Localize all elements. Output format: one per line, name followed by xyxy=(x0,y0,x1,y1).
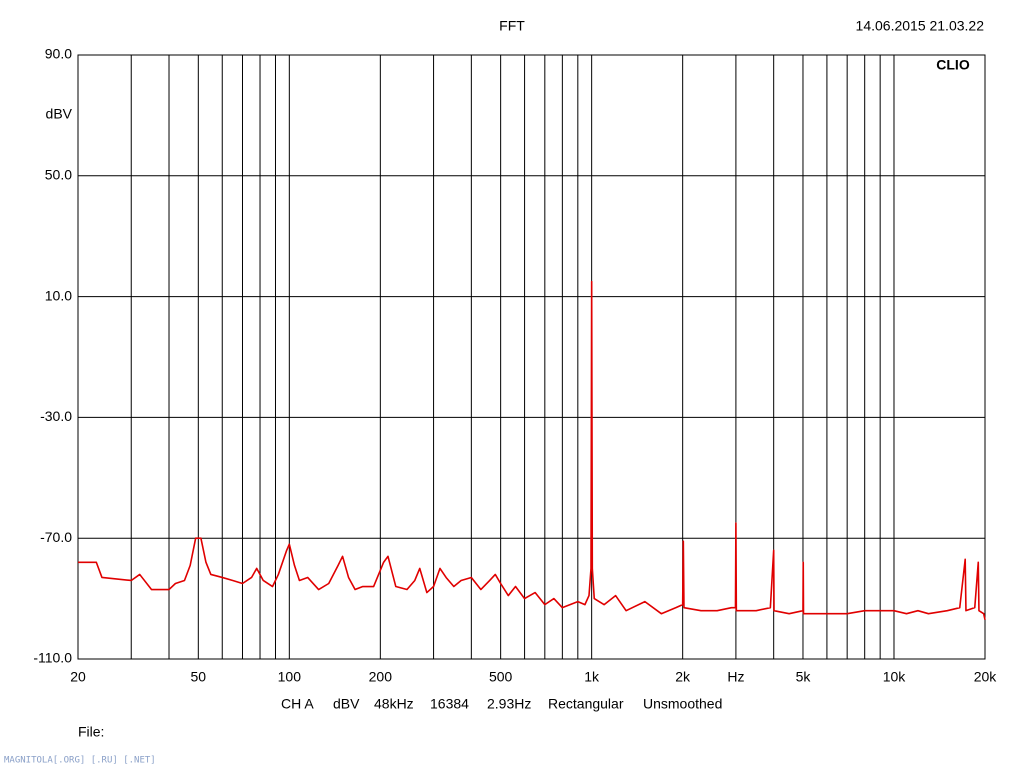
measurement-setting: Rectangular xyxy=(548,696,624,712)
x-tick-label: 10k xyxy=(883,669,907,685)
y-axis-label: dBV xyxy=(46,106,73,122)
measurement-setting: CH A xyxy=(281,696,314,712)
measurement-setting: dBV xyxy=(333,696,360,712)
measurement-setting: 48kHz xyxy=(374,696,414,712)
x-tick-label: 50 xyxy=(191,669,207,685)
y-tick-label: -110.0 xyxy=(33,650,72,666)
x-tick-label: 5k xyxy=(796,669,812,685)
spectrum-line xyxy=(78,280,986,620)
measurement-setting: 16384 xyxy=(430,696,469,712)
file-label: File: xyxy=(78,724,104,740)
x-tick-label: 20k xyxy=(974,669,998,685)
chart-title: FFT xyxy=(499,18,525,34)
timestamp: 14.06.2015 21.03.22 xyxy=(856,18,985,34)
brand: CLIO xyxy=(936,57,970,73)
y-tick-label: 10.0 xyxy=(45,287,72,303)
y-tick-label: 90.0 xyxy=(45,46,72,62)
x-tick-label: 500 xyxy=(489,669,513,685)
watermark: MAGNITOLA[.ORG] [.RU] [.NET] xyxy=(4,756,156,766)
x-tick-label: 100 xyxy=(278,669,302,685)
x-tick-label: 200 xyxy=(369,669,393,685)
x-tick-label: 20 xyxy=(70,669,86,685)
y-tick-label: 50.0 xyxy=(45,167,72,183)
measurement-setting: Unsmoothed xyxy=(643,696,722,712)
y-tick-label: -30.0 xyxy=(40,408,72,424)
x-tick-label: Hz xyxy=(727,669,744,685)
x-tick-label: 2k xyxy=(675,669,691,685)
x-tick-label: 1k xyxy=(584,669,600,685)
y-tick-label: -70.0 xyxy=(40,529,72,545)
measurement-setting: 2.93Hz xyxy=(487,696,531,712)
